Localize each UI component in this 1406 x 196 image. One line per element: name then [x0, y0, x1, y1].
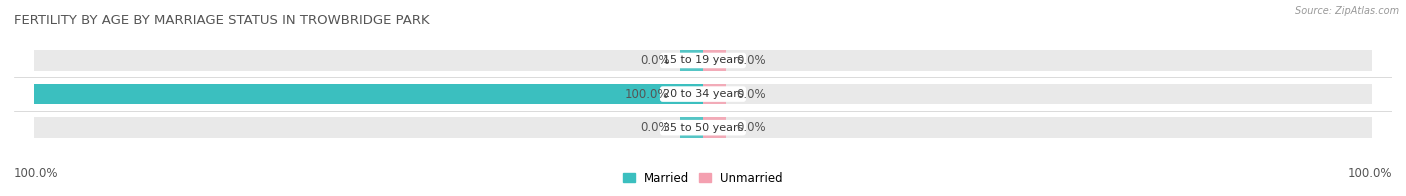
- Bar: [703, 84, 727, 104]
- Text: 20 to 34 years: 20 to 34 years: [662, 89, 744, 99]
- Legend: Married, Unmarried: Married, Unmarried: [620, 168, 786, 188]
- Bar: [679, 117, 703, 138]
- Text: 0.0%: 0.0%: [737, 121, 766, 134]
- Bar: [34, 84, 1372, 104]
- Text: 100.0%: 100.0%: [14, 167, 59, 180]
- Text: FERTILITY BY AGE BY MARRIAGE STATUS IN TROWBRIDGE PARK: FERTILITY BY AGE BY MARRIAGE STATUS IN T…: [14, 14, 430, 27]
- Text: 100.0%: 100.0%: [1347, 167, 1392, 180]
- Bar: [34, 117, 1372, 138]
- Text: 35 to 50 years: 35 to 50 years: [662, 123, 744, 133]
- Bar: [679, 84, 703, 104]
- Text: 100.0%: 100.0%: [626, 88, 669, 101]
- Text: 0.0%: 0.0%: [640, 54, 669, 67]
- Bar: [703, 117, 727, 138]
- Text: 0.0%: 0.0%: [737, 88, 766, 101]
- Bar: [703, 50, 727, 71]
- Text: 0.0%: 0.0%: [737, 54, 766, 67]
- Text: 15 to 19 years: 15 to 19 years: [662, 55, 744, 65]
- Bar: [34, 50, 1372, 71]
- Bar: [34, 84, 703, 104]
- Bar: [679, 50, 703, 71]
- Text: 0.0%: 0.0%: [640, 121, 669, 134]
- Text: Source: ZipAtlas.com: Source: ZipAtlas.com: [1295, 6, 1399, 16]
